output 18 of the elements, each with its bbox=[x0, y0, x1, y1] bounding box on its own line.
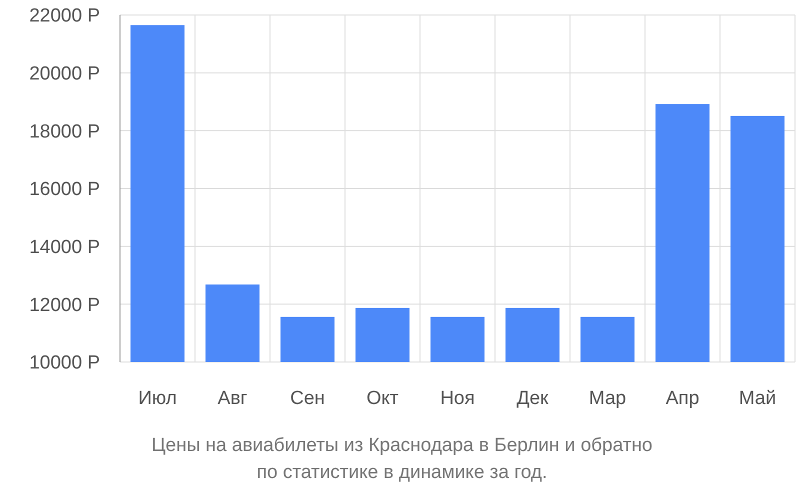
y-tick-label: 10000 Р bbox=[29, 352, 100, 374]
y-tick-label: 14000 Р bbox=[29, 236, 100, 258]
x-tick-label: Июл bbox=[138, 388, 177, 409]
y-tick-label: 22000 Р bbox=[29, 6, 100, 27]
x-tick-label: Апр bbox=[666, 388, 700, 409]
y-tick-label: 20000 Р bbox=[29, 63, 100, 84]
y-tick-label: 16000 Р bbox=[29, 179, 100, 200]
x-tick-label: Сен bbox=[290, 388, 325, 409]
x-tick-label: Авг bbox=[218, 388, 248, 409]
x-tick-label: Ноя bbox=[440, 388, 475, 409]
y-tick-label: 18000 Р bbox=[29, 121, 100, 142]
x-tick-label: Май bbox=[738, 388, 776, 409]
x-tick-label: Окт bbox=[366, 388, 399, 409]
x-tick-label: Мар bbox=[588, 388, 626, 409]
y-tick-label: 12000 Р bbox=[29, 294, 100, 316]
text: Цены на авиабилеты из Краснодара в Берлин и обратно bbox=[151, 435, 653, 456]
x-tick-label: Дек bbox=[516, 388, 550, 409]
text: по статистике в динамике за год. bbox=[256, 462, 548, 483]
